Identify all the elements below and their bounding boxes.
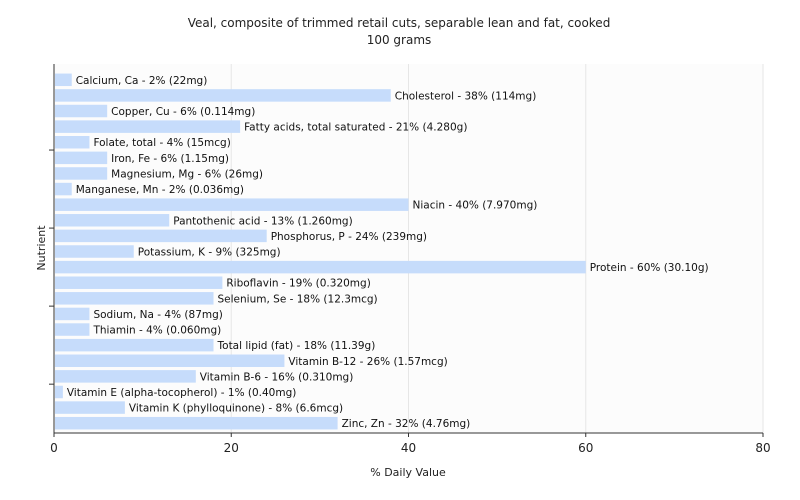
bar xyxy=(55,167,108,180)
y-axis-title: Nutrient xyxy=(35,225,48,271)
bar xyxy=(55,323,90,336)
bar xyxy=(55,416,338,430)
bar xyxy=(55,245,134,258)
bar-label: Niacin - 40% (7.970mg) xyxy=(413,200,538,212)
bar-label: Magnesium, Mg - 6% (26mg) xyxy=(111,168,263,180)
bar xyxy=(55,214,170,227)
bar xyxy=(55,73,72,87)
bar xyxy=(55,385,63,399)
bar-label: Manganese, Mn - 2% (0.036mg) xyxy=(76,184,244,196)
x-tick-label: 60 xyxy=(578,441,593,455)
bar-label: Total lipid (fat) - 18% (11.39g) xyxy=(217,340,376,352)
bar-label: Vitamin B-12 - 26% (1.57mcg) xyxy=(288,356,447,368)
bar xyxy=(55,307,90,321)
bar-label: Selenium, Se - 18% (12.3mcg) xyxy=(218,293,378,305)
plot-area: 0 20 40 60 80 Calcium, Ca - 2% (22mg) Choleste… xyxy=(49,64,771,455)
bar-label: Phosphorus, P - 24% (239mg) xyxy=(271,231,427,243)
bar-label: Copper, Cu - 6% (0.114mg) xyxy=(111,106,255,118)
bar-label: Calcium, Ca - 2% (22mg) xyxy=(76,75,208,87)
bar-label: Riboflavin - 19% (0.320mg) xyxy=(226,278,370,290)
bar-label: Vitamin B-6 - 16% (0.310mg) xyxy=(200,371,354,383)
bar-label: Protein - 60% (30.10g) xyxy=(590,262,709,274)
bar xyxy=(55,338,214,352)
bar xyxy=(55,370,196,383)
bar xyxy=(55,120,241,133)
bar xyxy=(55,135,90,149)
bar-label: Iron, Fe - 6% (1.15mg) xyxy=(111,153,229,165)
bar xyxy=(55,292,214,305)
bar xyxy=(55,151,108,165)
bar xyxy=(55,229,267,243)
bar-label: Folate, total - 4% (15mcg) xyxy=(93,137,230,149)
chart-subtitle: 100 grams xyxy=(367,33,432,47)
bar-label: Vitamin K (phylloquinone) - 8% (6.6mcg) xyxy=(129,403,343,415)
bar-label: Thiamin - 4% (0.060mg) xyxy=(92,325,221,337)
bar-label: Pantothenic acid - 13% (1.260mg) xyxy=(173,215,352,227)
x-tick-label: 40 xyxy=(401,441,416,455)
bar xyxy=(55,198,409,211)
x-tick-label: 0 xyxy=(50,441,58,455)
bar xyxy=(55,104,108,118)
bar xyxy=(55,354,285,368)
x-tick-label: 20 xyxy=(224,441,239,455)
bar xyxy=(55,276,223,289)
bar xyxy=(55,260,586,274)
bar xyxy=(55,182,72,196)
bar-label: Fatty acids, total saturated - 21% (4.28… xyxy=(244,122,467,134)
bar-label: Cholesterol - 38% (114mg) xyxy=(395,90,537,102)
x-axis-title: % Daily Value xyxy=(370,466,446,479)
x-tick-label: 80 xyxy=(755,441,770,455)
chart-title: Veal, composite of trimmed retail cuts, … xyxy=(188,16,611,30)
bar xyxy=(55,89,391,102)
bar-label: Sodium, Na - 4% (87mg) xyxy=(93,309,222,321)
bar-label: Vitamin E (alpha-tocopherol) - 1% (0.40m… xyxy=(67,387,296,399)
bar xyxy=(55,401,125,414)
bar-label: Potassium, K - 9% (325mg) xyxy=(138,247,281,259)
bar-label: Zinc, Zn - 32% (4.76mg) xyxy=(342,418,471,430)
